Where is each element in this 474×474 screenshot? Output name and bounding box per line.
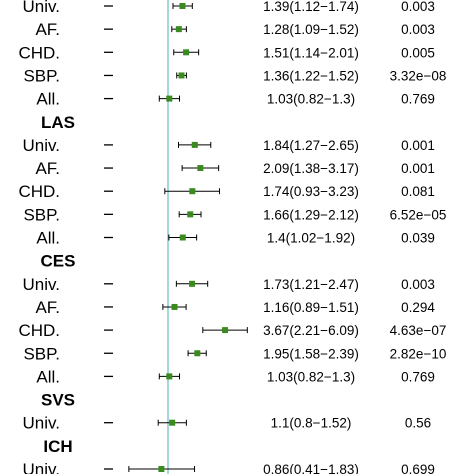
or-ci-text: 1.1(0.8−1.52) [271,416,352,431]
point-estimate [179,3,186,9]
row-label: Univ. [23,275,60,294]
p-value: 0.294 [401,300,435,315]
or-ci-text: 1.84(1.27−2.65) [263,138,359,153]
point-estimate [197,165,204,172]
p-value: 0.003 [401,22,435,37]
row-label: All. [36,90,60,109]
or-ci-text: 1.16(0.89−1.51) [263,300,359,315]
row-label: CHD. [18,43,60,62]
or-ci-text: 1.66(1.29−2.12) [263,207,359,222]
row-label: All. [36,367,60,386]
p-value: 0.699 [401,462,435,474]
or-ci-text: 0.86(0.41−1.83) [263,462,359,474]
point-estimate [189,280,196,287]
row-label: Univ. [23,414,60,433]
point-estimate [191,141,198,148]
group-header: CES [41,252,76,271]
or-ci-text: 3.67(2.21−6.09) [263,323,359,338]
row-label: CHD. [18,182,60,201]
group-header: ICH [43,437,72,456]
row-label: All. [36,229,60,248]
p-value: 0.081 [401,184,435,199]
or-ci-text: 1.36(1.22−1.52) [263,68,359,83]
or-ci-text: 1.74(0.93−3.23) [263,184,359,199]
group-header: SVS [41,391,75,410]
point-estimate [175,26,182,33]
point-estimate [222,327,229,334]
point-estimate [166,373,173,380]
point-estimate [187,211,194,218]
or-ci-text: 1.95(1.58−2.39) [263,346,359,361]
point-estimate [178,72,185,79]
group-header: LAS [41,113,75,132]
row-label: SBP. [23,66,60,85]
point-estimate [189,188,196,195]
point-estimate [183,49,190,56]
p-value: 2.82e−10 [390,346,447,361]
p-value: 0.005 [401,45,435,60]
p-value: 3.32e−08 [390,68,447,83]
or-ci-text: 1.39(1.12−1.74) [263,0,359,14]
or-ci-text: 1.4(1.02−1.92) [267,231,355,246]
p-value: 6.52e−05 [390,207,447,222]
point-estimate [194,350,201,357]
row-label: Univ. [23,0,60,16]
or-ci-text: 1.51(1.14−2.01) [263,45,359,60]
p-value: 0.003 [401,0,435,14]
p-value: 0.039 [401,231,435,246]
or-ci-text: 1.73(1.21−2.47) [263,277,359,292]
point-estimate [166,95,173,102]
p-value: 0.001 [401,138,435,153]
row-label: CHD. [18,321,60,340]
or-ci-text: 1.03(0.82−1.3) [267,369,355,384]
p-value: 0.56 [405,416,431,431]
point-estimate [171,303,178,310]
row-label: Univ. [23,136,60,155]
row-label: AF. [35,298,60,317]
row-label: AF. [35,20,60,39]
p-value: 0.003 [401,277,435,292]
p-value: 0.769 [401,92,435,107]
or-ci-text: 1.28(1.09−1.52) [263,22,359,37]
or-ci-text: 2.09(1.38−3.17) [263,161,359,176]
row-label: SBP. [23,205,60,224]
point-estimate [179,234,186,241]
row-label: SBP. [23,344,60,363]
p-value: 0.001 [401,161,435,176]
row-label: AF. [35,159,60,178]
row-label: Univ. [23,460,60,474]
p-value: 0.769 [401,369,435,384]
or-ci-text: 1.03(0.82−1.3) [267,92,355,107]
point-estimate [169,419,176,426]
p-value: 4.63e−07 [390,323,447,338]
point-estimate [158,466,165,472]
